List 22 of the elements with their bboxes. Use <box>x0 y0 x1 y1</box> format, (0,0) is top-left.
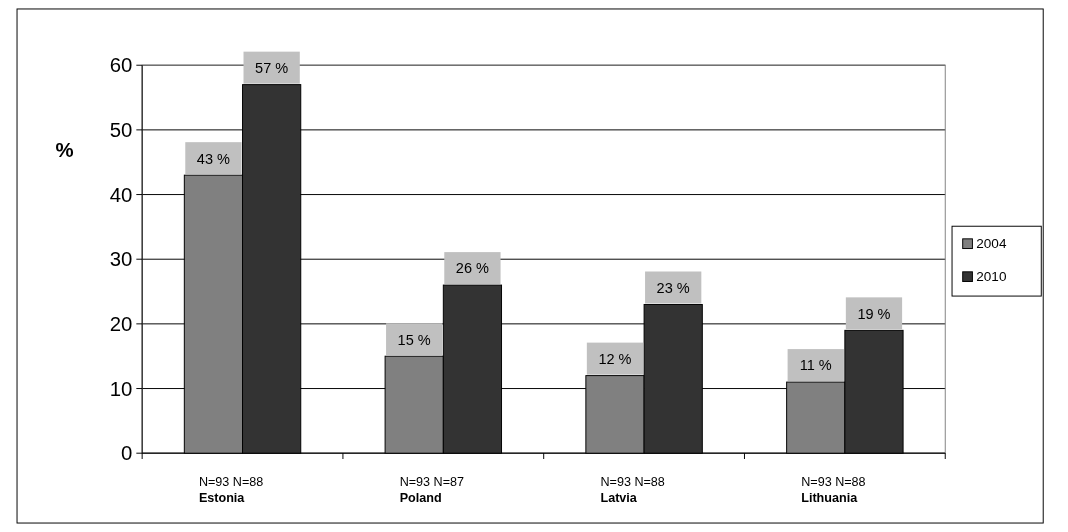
data-label: 43 % <box>196 150 231 167</box>
x-tick-label: N=93 N=88 Estonia <box>198 475 264 505</box>
data-label: 26 % <box>455 260 490 277</box>
legend-label: 2010 <box>976 268 1007 284</box>
data-label: 19 % <box>857 305 891 322</box>
legend-label: 2004 <box>976 235 1007 251</box>
y-tick-label: 30 <box>109 248 133 271</box>
y-tick-label: 20 <box>109 313 133 335</box>
y-tick-label: 60 <box>109 54 133 77</box>
data-label: 12 % <box>598 350 632 367</box>
y-axis-title: % <box>55 139 74 162</box>
y-tick-label: 40 <box>109 183 133 206</box>
x-tick-label: N=93 N=88 Latvia <box>600 475 665 505</box>
y-tick-label: 0 <box>121 442 133 465</box>
data-label: 57 % <box>255 59 289 76</box>
data-label: 23 % <box>656 279 690 296</box>
x-tick-label: N=93 N=87 Poland <box>399 475 465 505</box>
y-tick-label: 10 <box>109 377 133 400</box>
y-tick-label: 50 <box>109 119 133 142</box>
data-label: 15 % <box>397 331 431 348</box>
x-tick-label: N=93 N=88 Lithuania <box>801 475 866 505</box>
data-label: 11 % <box>799 357 832 374</box>
